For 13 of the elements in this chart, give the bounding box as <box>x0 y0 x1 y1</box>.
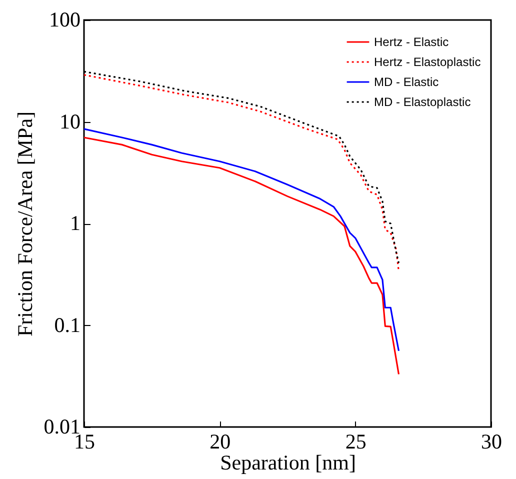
y-tick-label: 0.1 <box>54 312 80 337</box>
y-axis-title: Friction Force/Area [MPa] <box>12 111 37 337</box>
legend-label: Hertz - Elastoplastic <box>374 55 481 69</box>
legend-label: MD - Elastic <box>374 75 439 89</box>
legend-label: Hertz - Elastic <box>374 35 449 49</box>
y-tick-label: 1 <box>70 211 80 235</box>
y-tick-label: 100 <box>49 8 80 32</box>
x-tick-label: 25 <box>345 430 366 454</box>
x-tick-label: 30 <box>481 430 502 454</box>
legend-label: MD - Elastoplastic <box>374 95 471 109</box>
x-axis-title: Separation [nm] <box>220 450 356 474</box>
x-tick-label: 20 <box>210 430 231 454</box>
y-tick-label: 10 <box>60 109 80 134</box>
